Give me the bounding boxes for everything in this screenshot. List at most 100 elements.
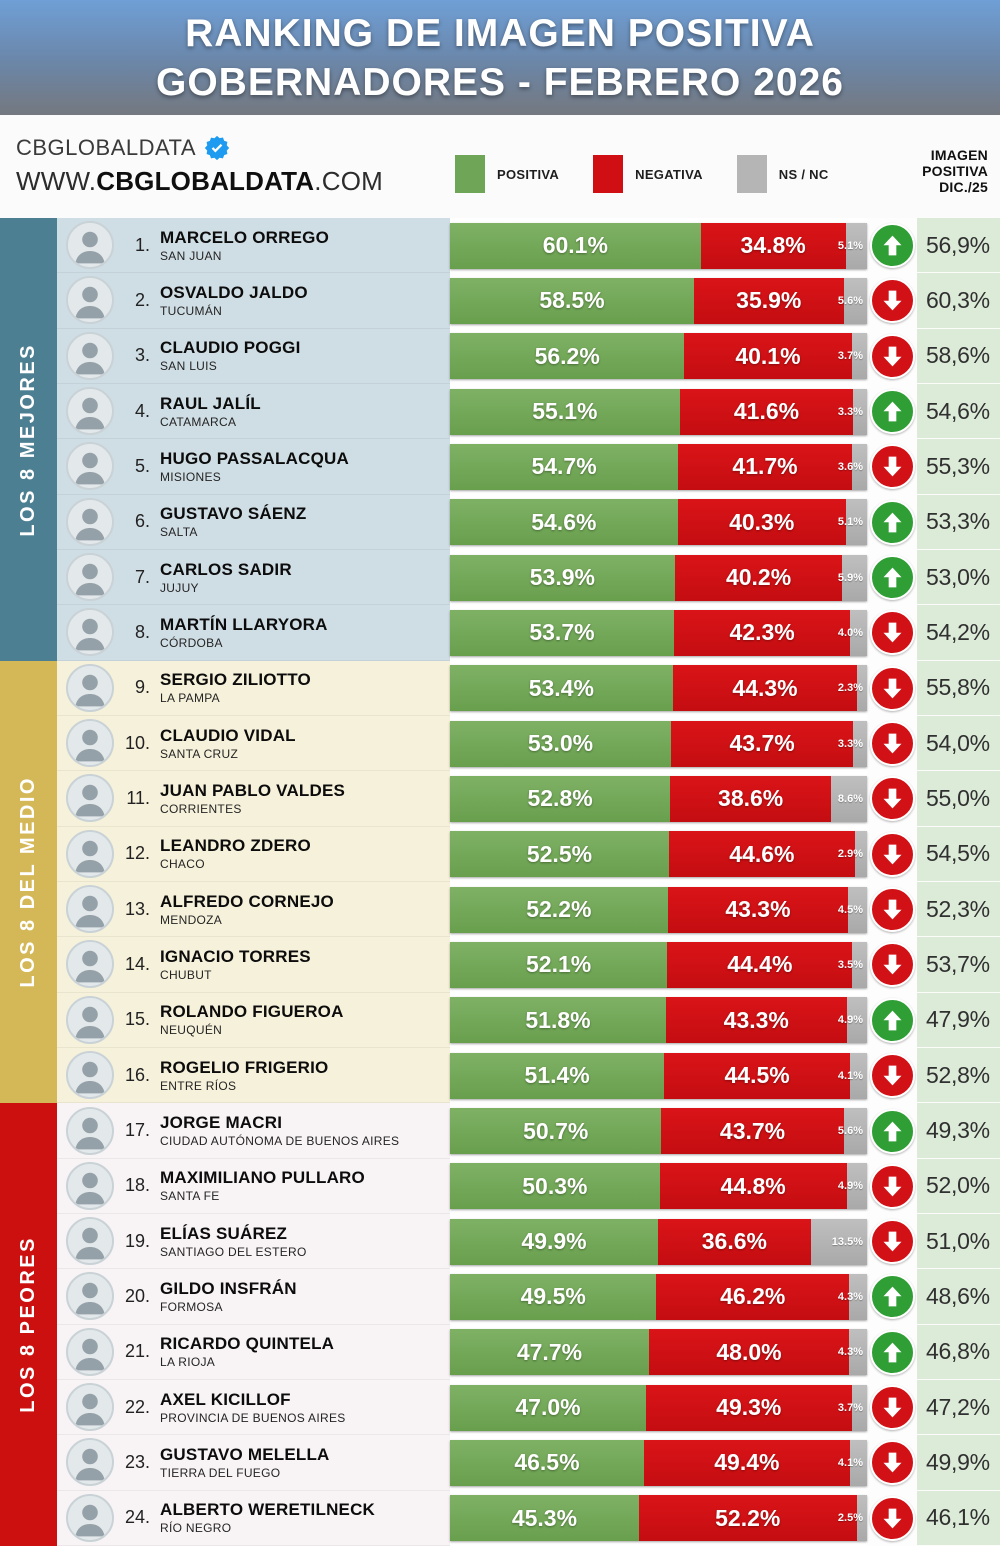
- previous-value-cell: 49,3%: [917, 1103, 1000, 1159]
- trend-arrow-icon: [883, 512, 901, 533]
- negative-bar-segment: 43.7%: [671, 720, 854, 767]
- province-name: MISIONES: [160, 469, 222, 484]
- ranking-table: LOS 8 MEJORES 1. MARCELO ORREGO SAN JUAN…: [0, 218, 1000, 1546]
- subheader: CBGLOBALDATA WWW.CBGLOBALDATA.COM POSITI…: [0, 115, 1000, 218]
- person-icon: [68, 1385, 112, 1430]
- stacked-bar: 47.0% 49.3% 3.7%: [450, 1384, 867, 1431]
- bar-cell: 53.9% 40.2% 5.9%: [450, 549, 867, 606]
- trend-up-icon: [869, 1329, 915, 1375]
- trend-down-icon: [869, 610, 915, 656]
- previous-value-cell: 56,9%: [917, 218, 1000, 274]
- governor-name: IGNACIO TORRES: [160, 946, 311, 966]
- bar-cell: 56.2% 40.1% 3.7%: [450, 328, 867, 384]
- brand-url-www: WWW.: [16, 166, 97, 196]
- governor-name: MARCELO ORREGO: [160, 227, 330, 247]
- previous-value: 53,7%: [926, 950, 990, 977]
- province-name: CORRIENTES: [160, 801, 242, 816]
- trend-cell: [867, 716, 917, 772]
- previous-value: 60,3%: [926, 286, 990, 313]
- section-label: LOS 8 DEL MEDIO: [17, 776, 39, 988]
- trend-arrow-icon: [883, 235, 901, 256]
- governor-cell: 19. ELÍAS SUÁREZ SANTIAGO DEL ESTERO: [57, 1214, 450, 1270]
- brand-url-domain: CBGLOBALDATA: [96, 166, 315, 196]
- stacked-bar: 52.5% 44.6% 2.9%: [450, 831, 867, 878]
- positive-value-label: 46.5%: [514, 1449, 580, 1476]
- positive-bar-segment: 53.7%: [450, 609, 674, 657]
- rank-number: 15.: [124, 1009, 150, 1030]
- governor-name: SERGIO ZILIOTTO: [160, 670, 311, 690]
- province-name: SAN JUAN: [160, 248, 222, 263]
- negative-bar-segment: 38.6%: [670, 775, 832, 823]
- nsnc-bar-segment: [856, 1495, 867, 1542]
- rank-number: 23.: [124, 1451, 150, 1472]
- trend-arrow-icon: [883, 1010, 901, 1031]
- positive-value-label: 49.9%: [521, 1228, 587, 1255]
- section-rows: 17. JORGE MACRI CIUDAD AUTÓNOMA DE BUENO…: [57, 1103, 1000, 1546]
- stacked-bar: 49.5% 46.2% 4.3%: [450, 1273, 867, 1321]
- bar-cell: 47.0% 49.3% 3.7%: [450, 1379, 867, 1436]
- positive-bar-segment: 47.0%: [450, 1384, 646, 1431]
- previous-value: 52,3%: [926, 895, 990, 922]
- person-icon: [68, 555, 112, 600]
- positive-value-label: 54.6%: [531, 508, 597, 535]
- rank-number: 24.: [124, 1507, 150, 1528]
- table-row: 24. ALBERTO WERETILNECK RÍO NEGRO 45.3% …: [57, 1490, 1000, 1546]
- person-icon: [68, 610, 112, 655]
- governor-cell: 24. ALBERTO WERETILNECK RÍO NEGRO: [57, 1490, 450, 1546]
- negative-value-label: 38.6%: [718, 785, 784, 812]
- stacked-bar: 51.4% 44.5% 4.1%: [450, 1052, 867, 1099]
- negative-value-label: 43.3%: [725, 896, 791, 923]
- governor-name: CLAUDIO VIDAL: [160, 725, 296, 745]
- positive-value-label: 60.1%: [542, 232, 608, 259]
- avatar: [66, 387, 114, 436]
- nsnc-bar-segment: [845, 499, 867, 546]
- avatar: [66, 221, 114, 270]
- positive-value-label: 53.7%: [529, 619, 595, 646]
- nsnc-bar-segment: [843, 1107, 867, 1155]
- trend-cell: [867, 605, 917, 661]
- trend-cell: [867, 1158, 917, 1214]
- governor-identity: RAUL JALÍL CATAMARCA: [160, 394, 261, 429]
- previous-value-cell: 53,0%: [917, 549, 1000, 606]
- trend-arrow-icon: [883, 1342, 901, 1363]
- positive-value-label: 51.4%: [524, 1062, 590, 1089]
- nsnc-value-label: 2.9%: [837, 848, 863, 861]
- trend-down-icon: [869, 1163, 915, 1209]
- rank-number: 4.: [134, 400, 150, 421]
- previous-value: 55,3%: [926, 452, 990, 479]
- rank-number: 6.: [134, 511, 150, 532]
- governor-identity: ELÍAS SUÁREZ SANTIAGO DEL ESTERO: [160, 1224, 307, 1259]
- previous-value-cell: 46,1%: [917, 1490, 1000, 1546]
- nsnc-bar-segment: [848, 886, 867, 933]
- governor-name: JUAN PABLO VALDES: [160, 780, 346, 800]
- province-name: CATAMARCA: [160, 414, 237, 429]
- nsnc-bar-segment: [831, 775, 867, 823]
- positive-bar-segment: 52.1%: [450, 941, 668, 989]
- governor-name: JORGE MACRI: [160, 1113, 283, 1132]
- rank-number: 20.: [124, 1285, 150, 1306]
- trend-down-icon: [869, 776, 915, 822]
- stacked-bar: 54.6% 40.3% 5.1%: [450, 499, 867, 546]
- previous-value-cell: 47,9%: [917, 992, 1000, 1048]
- section: LOS 8 PEORES 17. JORGE MACRI CIUDAD AUTÓ…: [0, 1103, 1000, 1546]
- trend-arrow-icon: [883, 955, 901, 975]
- trend-cell: [867, 937, 917, 993]
- positive-bar-segment: 58.5%: [450, 277, 694, 325]
- negative-bar-segment: 52.2%: [638, 1495, 857, 1542]
- previous-value-cell: 54,5%: [917, 826, 1000, 882]
- positive-bar-segment: 49.9%: [450, 1218, 659, 1265]
- section-label: LOS 8 PEORES: [17, 1236, 39, 1414]
- trend-cell: [867, 273, 917, 329]
- governor-identity: MAXIMILIANO PULLARO SANTA FE: [160, 1168, 365, 1203]
- avatar: [66, 331, 114, 380]
- positive-value-label: 58.5%: [539, 287, 605, 314]
- previous-value-cell: 52,3%: [917, 881, 1000, 938]
- trend-arrow-icon: [883, 567, 901, 588]
- nsnc-value-label: 4.1%: [837, 1069, 863, 1082]
- governor-cell: 3. CLAUDIO POGGI SAN LUIS: [57, 328, 450, 384]
- province-name: LA PAMPA: [160, 691, 220, 706]
- negative-value-label: 40.3%: [729, 508, 795, 535]
- avatar: [66, 1217, 114, 1266]
- governor-cell: 16. ROGELIO FRIGERIO ENTRE RÍOS: [57, 1047, 450, 1104]
- stacked-bar: 60.1% 34.8% 5.1%: [450, 222, 867, 269]
